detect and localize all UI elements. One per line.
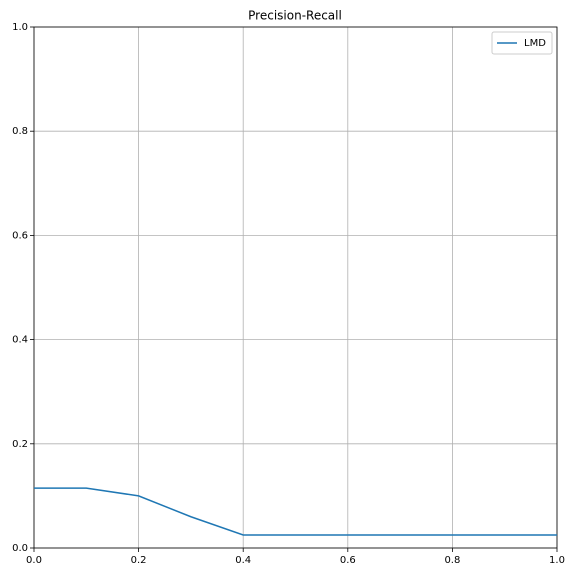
chart-title: Precision-Recall <box>248 9 342 23</box>
legend-label: LMD <box>524 38 546 49</box>
legend-box <box>491 31 553 55</box>
y-tick-label: 0.6 <box>12 230 28 241</box>
x-tick-label: 0.4 <box>235 555 251 566</box>
y-tick-label: 0.8 <box>12 126 28 137</box>
x-tick-label: 0.8 <box>444 555 460 566</box>
y-tick-label: 0.4 <box>12 335 28 346</box>
y-tick-label: 1.0 <box>12 22 28 33</box>
x-tick-label: 0.2 <box>131 555 147 566</box>
data-line <box>34 487 557 536</box>
x-tick-label: 0.0 <box>26 555 42 566</box>
plot-frame <box>33 26 558 549</box>
y-tick-label: 0.0 <box>12 543 28 554</box>
x-tick-label: 0.6 <box>340 555 356 566</box>
x-tick-label: 1.0 <box>549 555 565 566</box>
y-tick-label: 0.2 <box>12 439 28 450</box>
